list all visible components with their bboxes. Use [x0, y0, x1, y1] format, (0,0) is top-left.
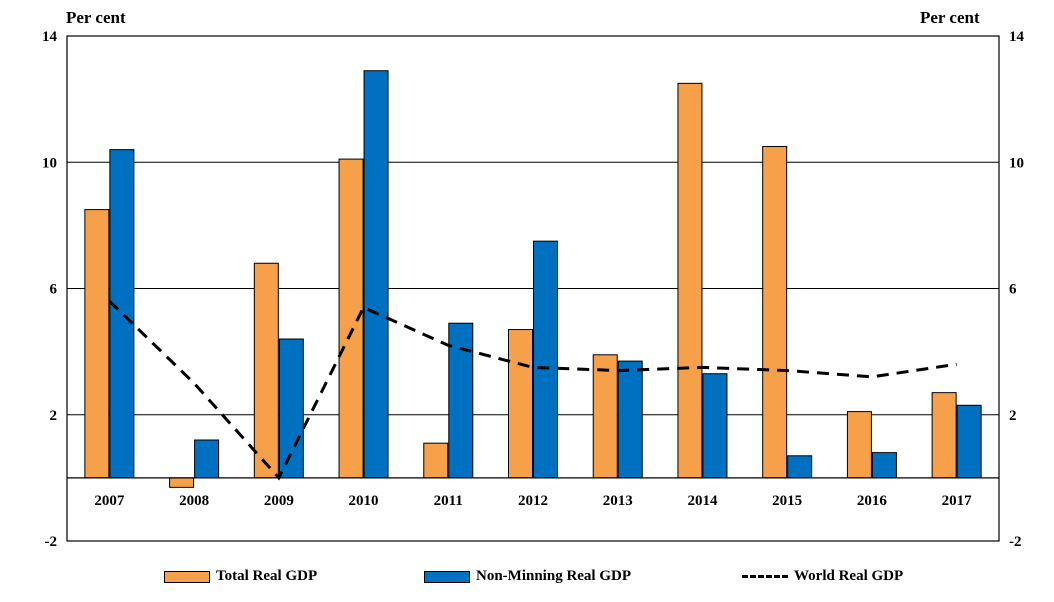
bar-non-mining-real-gdp-2017: [956, 404, 982, 479]
bar-total-real-gdp-2007: [84, 209, 110, 479]
bar-total-real-gdp-2016: [846, 411, 872, 479]
bar-non-mining-real-gdp-2015: [787, 455, 813, 479]
x-tick-label-2008: 2008: [179, 493, 209, 509]
y-tick-label-right: 14: [1009, 29, 1025, 45]
legend-label-non-mining-real-gdp: Non-Minning Real GDP: [476, 568, 632, 584]
bar-non-mining-real-gdp-2016: [871, 452, 897, 479]
bar-total-real-gdp-2015: [762, 145, 788, 479]
x-tick-label-2007: 2007: [94, 493, 125, 509]
bar-total-real-gdp-2012: [508, 329, 533, 479]
axes: -2 -2 2 2 6 6 10 10 14 14 2007 2008 2009 2010 2011 2012…: [42, 29, 1025, 550]
y-tick-label-right: 10: [1009, 155, 1024, 171]
legend-label-world-real-gdp: World Real GDP: [794, 568, 904, 584]
plot-frame: [66, 35, 1000, 542]
x-tick-label-2017: 2017: [942, 493, 973, 509]
legend-item-total-real-gdp: Total Real GDP: [164, 568, 317, 585]
x-tick-label-2010: 2010: [349, 493, 379, 509]
x-tick-label-2015: 2015: [772, 493, 802, 509]
bar-total-real-gdp-2017: [931, 392, 957, 479]
bars: [84, 70, 982, 488]
legend-item-world-real-gdp: World Real GDP: [742, 568, 903, 585]
bar-non-mining-real-gdp-2013: [617, 360, 643, 479]
legend-swatch-dashed: [742, 575, 788, 578]
x-tick-label-2013: 2013: [603, 493, 633, 509]
y-tick-label-left: 6: [50, 282, 58, 298]
legend-label-total-real-gdp: Total Real GDP: [216, 568, 318, 584]
y-tick-label-right: 6: [1009, 282, 1017, 298]
y-tick-label-right: -2: [1009, 534, 1022, 550]
world-gdp-line: [108, 300, 957, 481]
bar-non-mining-real-gdp-2008: [194, 439, 220, 479]
left-axis-unit-label: Per cent: [66, 8, 126, 27]
bar-total-real-gdp-2008: [169, 477, 195, 488]
bar-non-mining-real-gdp-2011: [448, 322, 474, 479]
bar-total-real-gdp-2011: [423, 442, 449, 479]
y-tick-label-right: 2: [1009, 408, 1017, 424]
right-axis-unit-label: Per cent: [920, 8, 980, 27]
legend-swatch-blue: [424, 570, 470, 583]
y-tick-label-left: -2: [45, 534, 58, 550]
bar-non-mining-real-gdp-2009: [278, 338, 304, 479]
bar-non-mining-real-gdp-2012: [533, 240, 558, 479]
y-tick-label-left: 2: [50, 408, 58, 424]
world-real-gdp-line: [108, 300, 957, 481]
bar-non-mining-real-gdp-2007: [109, 149, 135, 479]
bar-non-mining-real-gdp-2014: [702, 373, 728, 479]
x-tick-label-2014: 2014: [687, 493, 718, 509]
bar-total-real-gdp-2013: [592, 354, 618, 479]
legend-item-non-mining-real-gdp: Non-Minning Real GDP: [424, 568, 631, 585]
bar-total-real-gdp-2009: [253, 262, 279, 479]
bar-non-mining-real-gdp-2010: [363, 70, 389, 479]
y-tick-label-left: 10: [42, 155, 57, 171]
bar-total-real-gdp-2014: [677, 82, 703, 479]
x-tick-label-2012: 2012: [518, 493, 548, 509]
x-tick-label-2016: 2016: [857, 493, 888, 509]
y-tick-label-left: 14: [42, 29, 58, 45]
x-tick-label-2011: 2011: [434, 493, 463, 509]
x-tick-label-2009: 2009: [264, 493, 294, 509]
legend-swatch-orange: [164, 570, 210, 583]
